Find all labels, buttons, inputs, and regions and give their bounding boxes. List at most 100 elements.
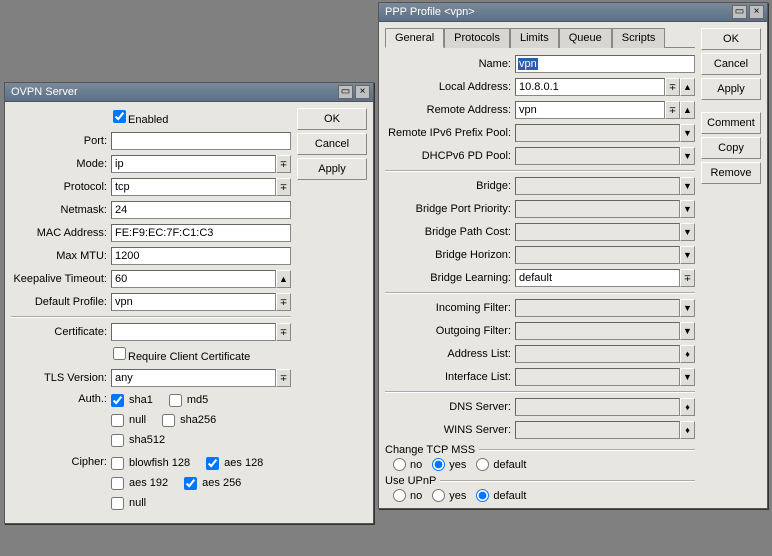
keepalive-input[interactable] bbox=[111, 270, 276, 288]
auth-md5-checkbox[interactable]: md5 bbox=[169, 394, 208, 407]
outgoing-filter-input[interactable] bbox=[515, 322, 680, 340]
dhcpv6-down-icon[interactable]: ▼ bbox=[680, 147, 695, 165]
interface-list-label: Interface List: bbox=[385, 371, 515, 383]
dhcpv6-label: DHCPv6 PD Pool: bbox=[385, 150, 515, 162]
bridge-priority-input[interactable] bbox=[515, 200, 680, 218]
local-address-input[interactable] bbox=[515, 78, 665, 96]
upnp-legend: Use UPnP bbox=[385, 475, 436, 487]
cipher-aes192-checkbox[interactable]: aes 192 bbox=[111, 477, 168, 490]
outgoing-filter-label: Outgoing Filter: bbox=[385, 325, 515, 337]
bpp-down-icon[interactable]: ▼ bbox=[680, 200, 695, 218]
bridge-horizon-input[interactable] bbox=[515, 246, 680, 264]
wins-input[interactable] bbox=[515, 421, 680, 439]
ovpn-window-title: OVPN Server bbox=[11, 86, 336, 98]
minimize-icon[interactable]: ▭ bbox=[338, 85, 353, 99]
enabled-checkbox[interactable]: Enabled bbox=[113, 110, 168, 126]
wins-updown-icon[interactable]: ♦ bbox=[680, 421, 695, 439]
tcpmss-legend: Change TCP MSS bbox=[385, 444, 475, 456]
tcpmss-radiogroup: no yes default bbox=[385, 458, 695, 471]
interface-list-input[interactable] bbox=[515, 368, 680, 386]
upnp-radiogroup: no yes default bbox=[385, 489, 695, 502]
address-list-label: Address List: bbox=[385, 348, 515, 360]
tcpmss-no-radio[interactable]: no bbox=[393, 458, 422, 471]
apply-button[interactable]: Apply bbox=[701, 78, 761, 100]
tls-label: TLS Version: bbox=[11, 372, 111, 384]
close-icon[interactable]: × bbox=[355, 85, 370, 99]
bh-down-icon[interactable]: ▼ bbox=[680, 246, 695, 264]
close-icon[interactable]: × bbox=[749, 5, 764, 19]
apply-button[interactable]: Apply bbox=[297, 158, 367, 180]
ifilter-down-icon[interactable]: ▼ bbox=[680, 299, 695, 317]
auth-sha256-checkbox[interactable]: sha256 bbox=[162, 414, 216, 427]
port-input[interactable] bbox=[111, 132, 291, 150]
cert-input[interactable] bbox=[111, 323, 276, 341]
ipv6-down-icon[interactable]: ▼ bbox=[680, 124, 695, 142]
local-up-icon[interactable]: ▲ bbox=[680, 78, 695, 96]
tls-input[interactable] bbox=[111, 369, 276, 387]
auth-null-checkbox[interactable]: null bbox=[111, 414, 146, 427]
ok-button[interactable]: OK bbox=[701, 28, 761, 50]
dns-input[interactable] bbox=[515, 398, 680, 416]
auth-sha512-checkbox[interactable]: sha512 bbox=[111, 434, 165, 447]
cert-dropdown-icon[interactable]: ∓ bbox=[276, 323, 291, 341]
ppp-titlebar[interactable]: PPP Profile <vpn> ▭ × bbox=[379, 3, 767, 22]
tab-protocols[interactable]: Protocols bbox=[444, 28, 510, 48]
mode-dropdown-icon[interactable]: ∓ bbox=[276, 155, 291, 173]
bridge-cost-input[interactable] bbox=[515, 223, 680, 241]
protocol-input[interactable] bbox=[111, 178, 276, 196]
mtu-input[interactable] bbox=[111, 247, 291, 265]
tcpmss-default-radio[interactable]: default bbox=[476, 458, 526, 471]
comment-button[interactable]: Comment bbox=[701, 112, 761, 134]
netmask-input[interactable] bbox=[111, 201, 291, 219]
cancel-button[interactable]: Cancel bbox=[297, 133, 367, 155]
profile-dropdown-icon[interactable]: ∓ bbox=[276, 293, 291, 311]
minimize-icon[interactable]: ▭ bbox=[732, 5, 747, 19]
bridge-down-icon[interactable]: ▼ bbox=[680, 177, 695, 195]
mode-input[interactable] bbox=[111, 155, 276, 173]
remove-button[interactable]: Remove bbox=[701, 162, 761, 184]
ofilter-down-icon[interactable]: ▼ bbox=[680, 322, 695, 340]
bridge-learning-input[interactable] bbox=[515, 269, 680, 287]
bl-dropdown-icon[interactable]: ∓ bbox=[680, 269, 695, 287]
tcpmss-yes-radio[interactable]: yes bbox=[432, 458, 466, 471]
ovpn-titlebar[interactable]: OVPN Server ▭ × bbox=[5, 83, 373, 102]
cipher-aes128-checkbox[interactable]: aes 128 bbox=[206, 457, 263, 470]
upnp-default-radio[interactable]: default bbox=[476, 489, 526, 502]
remote-address-input[interactable] bbox=[515, 101, 665, 119]
tls-dropdown-icon[interactable]: ∓ bbox=[276, 369, 291, 387]
require-cert-checkbox[interactable]: Require Client Certificate bbox=[113, 347, 250, 363]
keepalive-up-icon[interactable]: ▲ bbox=[276, 270, 291, 288]
upnp-yes-radio[interactable]: yes bbox=[432, 489, 466, 502]
cipher-null-checkbox[interactable]: null bbox=[111, 497, 146, 510]
name-input[interactable]: vpn bbox=[515, 55, 695, 73]
dhcpv6-input[interactable] bbox=[515, 147, 680, 165]
mac-input[interactable] bbox=[111, 224, 291, 242]
incoming-filter-input[interactable] bbox=[515, 299, 680, 317]
profile-input[interactable] bbox=[111, 293, 276, 311]
auth-sha1-checkbox[interactable]: sha1 bbox=[111, 394, 153, 407]
copy-button[interactable]: Copy bbox=[701, 137, 761, 159]
tab-queue[interactable]: Queue bbox=[559, 28, 612, 48]
tab-general[interactable]: General bbox=[385, 28, 444, 48]
bridge-input[interactable] bbox=[515, 177, 680, 195]
profile-label: Default Profile: bbox=[11, 296, 111, 308]
bpc-down-icon[interactable]: ▼ bbox=[680, 223, 695, 241]
protocol-dropdown-icon[interactable]: ∓ bbox=[276, 178, 291, 196]
dns-updown-icon[interactable]: ♦ bbox=[680, 398, 695, 416]
tab-limits[interactable]: Limits bbox=[510, 28, 559, 48]
cipher-blowfish128-checkbox[interactable]: blowfish 128 bbox=[111, 457, 190, 470]
tab-scripts[interactable]: Scripts bbox=[612, 28, 666, 48]
incoming-filter-label: Incoming Filter: bbox=[385, 302, 515, 314]
remote-address-label: Remote Address: bbox=[385, 104, 515, 116]
local-dropdown-icon[interactable]: ∓ bbox=[665, 78, 680, 96]
ok-button[interactable]: OK bbox=[297, 108, 367, 130]
address-list-input[interactable] bbox=[515, 345, 680, 363]
remote-dropdown-icon[interactable]: ∓ bbox=[665, 101, 680, 119]
remote-up-icon[interactable]: ▲ bbox=[680, 101, 695, 119]
cancel-button[interactable]: Cancel bbox=[701, 53, 761, 75]
upnp-no-radio[interactable]: no bbox=[393, 489, 422, 502]
ilist-down-icon[interactable]: ▼ bbox=[680, 368, 695, 386]
ipv6-prefix-input[interactable] bbox=[515, 124, 680, 142]
alist-updown-icon[interactable]: ♦ bbox=[680, 345, 695, 363]
cipher-aes256-checkbox[interactable]: aes 256 bbox=[184, 477, 241, 490]
